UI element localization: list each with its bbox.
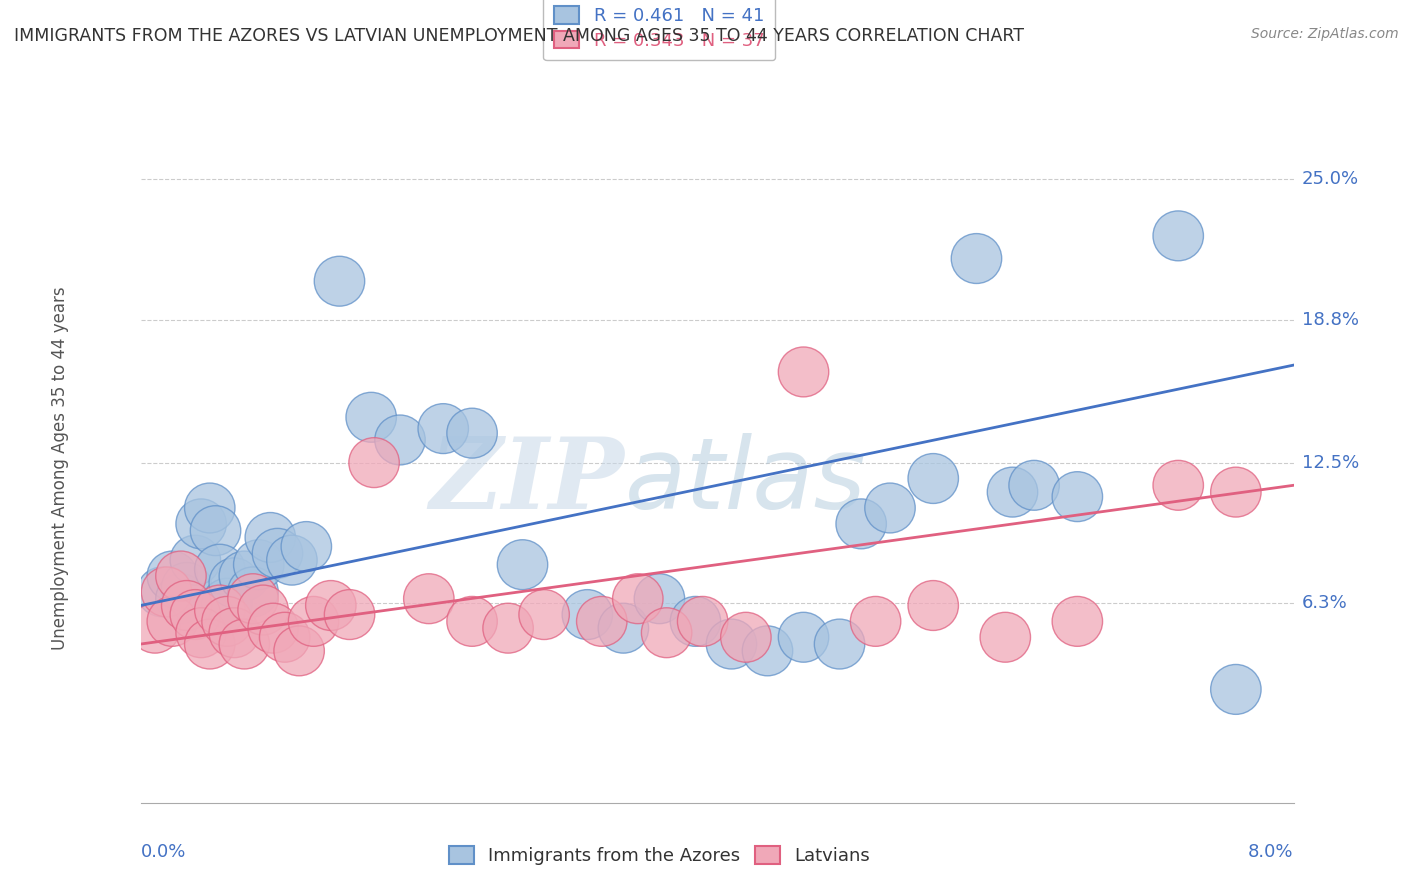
Ellipse shape [156, 551, 207, 601]
Ellipse shape [156, 574, 207, 624]
Ellipse shape [641, 607, 692, 657]
Ellipse shape [418, 404, 468, 453]
Ellipse shape [238, 585, 288, 635]
Legend: Immigrants from the Azores, Latvians: Immigrants from the Azores, Latvians [440, 838, 879, 874]
Ellipse shape [1052, 597, 1102, 647]
Ellipse shape [980, 612, 1031, 662]
Ellipse shape [447, 597, 498, 647]
Ellipse shape [325, 590, 375, 640]
Ellipse shape [447, 409, 498, 458]
Ellipse shape [209, 558, 260, 607]
Text: Unemployment Among Ages 35 to 44 years: Unemployment Among Ages 35 to 44 years [51, 286, 69, 650]
Ellipse shape [170, 535, 221, 585]
Ellipse shape [1052, 472, 1102, 522]
Ellipse shape [678, 597, 728, 647]
Ellipse shape [346, 392, 396, 442]
Ellipse shape [247, 603, 298, 653]
Ellipse shape [228, 574, 278, 624]
Ellipse shape [202, 597, 252, 647]
Ellipse shape [148, 551, 197, 601]
Ellipse shape [519, 590, 569, 640]
Ellipse shape [1010, 460, 1059, 510]
Ellipse shape [721, 612, 770, 662]
Ellipse shape [288, 597, 339, 647]
Ellipse shape [908, 581, 959, 631]
Text: ZIP: ZIP [430, 434, 624, 530]
Ellipse shape [482, 603, 533, 653]
Ellipse shape [706, 619, 756, 669]
Text: 12.5%: 12.5% [1302, 454, 1360, 472]
Ellipse shape [1153, 211, 1204, 260]
Ellipse shape [404, 574, 454, 624]
Text: 0.0%: 0.0% [141, 843, 186, 861]
Ellipse shape [1153, 460, 1204, 510]
Ellipse shape [228, 567, 278, 617]
Ellipse shape [219, 551, 270, 601]
Ellipse shape [176, 607, 226, 657]
Ellipse shape [375, 415, 425, 465]
Ellipse shape [562, 590, 613, 640]
Ellipse shape [779, 347, 828, 397]
Ellipse shape [865, 483, 915, 533]
Ellipse shape [987, 467, 1038, 517]
Ellipse shape [245, 513, 295, 563]
Ellipse shape [194, 585, 245, 635]
Ellipse shape [1211, 665, 1261, 714]
Ellipse shape [851, 597, 901, 647]
Ellipse shape [162, 581, 212, 631]
Ellipse shape [202, 578, 252, 628]
Ellipse shape [170, 590, 221, 640]
Text: 8.0%: 8.0% [1249, 843, 1294, 861]
Ellipse shape [162, 563, 212, 612]
Text: 25.0%: 25.0% [1302, 170, 1360, 188]
Ellipse shape [349, 438, 399, 488]
Ellipse shape [267, 535, 318, 585]
Ellipse shape [837, 499, 886, 549]
Ellipse shape [671, 597, 721, 647]
Ellipse shape [613, 574, 664, 624]
Ellipse shape [274, 626, 325, 676]
Ellipse shape [142, 567, 191, 617]
Text: atlas: atlas [624, 434, 866, 530]
Ellipse shape [315, 256, 364, 306]
Ellipse shape [148, 597, 197, 647]
Ellipse shape [814, 619, 865, 669]
Ellipse shape [908, 453, 959, 503]
Text: 6.3%: 6.3% [1302, 594, 1347, 612]
Ellipse shape [598, 603, 648, 653]
Ellipse shape [176, 499, 226, 549]
Ellipse shape [305, 581, 356, 631]
Ellipse shape [498, 540, 548, 590]
Ellipse shape [576, 597, 627, 647]
Text: IMMIGRANTS FROM THE AZORES VS LATVIAN UNEMPLOYMENT AMONG AGES 35 TO 44 YEARS COR: IMMIGRANTS FROM THE AZORES VS LATVIAN UN… [14, 27, 1024, 45]
Text: Source: ZipAtlas.com: Source: ZipAtlas.com [1251, 27, 1399, 41]
Ellipse shape [281, 522, 332, 572]
Text: 18.8%: 18.8% [1302, 310, 1358, 329]
Ellipse shape [184, 483, 235, 533]
Ellipse shape [219, 619, 270, 669]
Ellipse shape [129, 603, 180, 653]
Ellipse shape [742, 626, 793, 676]
Ellipse shape [1211, 467, 1261, 517]
Ellipse shape [190, 506, 240, 556]
Ellipse shape [136, 567, 187, 617]
Ellipse shape [209, 607, 260, 657]
Ellipse shape [184, 619, 235, 669]
Ellipse shape [634, 574, 685, 624]
Ellipse shape [233, 540, 284, 590]
Ellipse shape [952, 234, 1001, 284]
Ellipse shape [260, 612, 309, 662]
Ellipse shape [194, 544, 245, 594]
Ellipse shape [252, 528, 302, 578]
Ellipse shape [779, 612, 828, 662]
